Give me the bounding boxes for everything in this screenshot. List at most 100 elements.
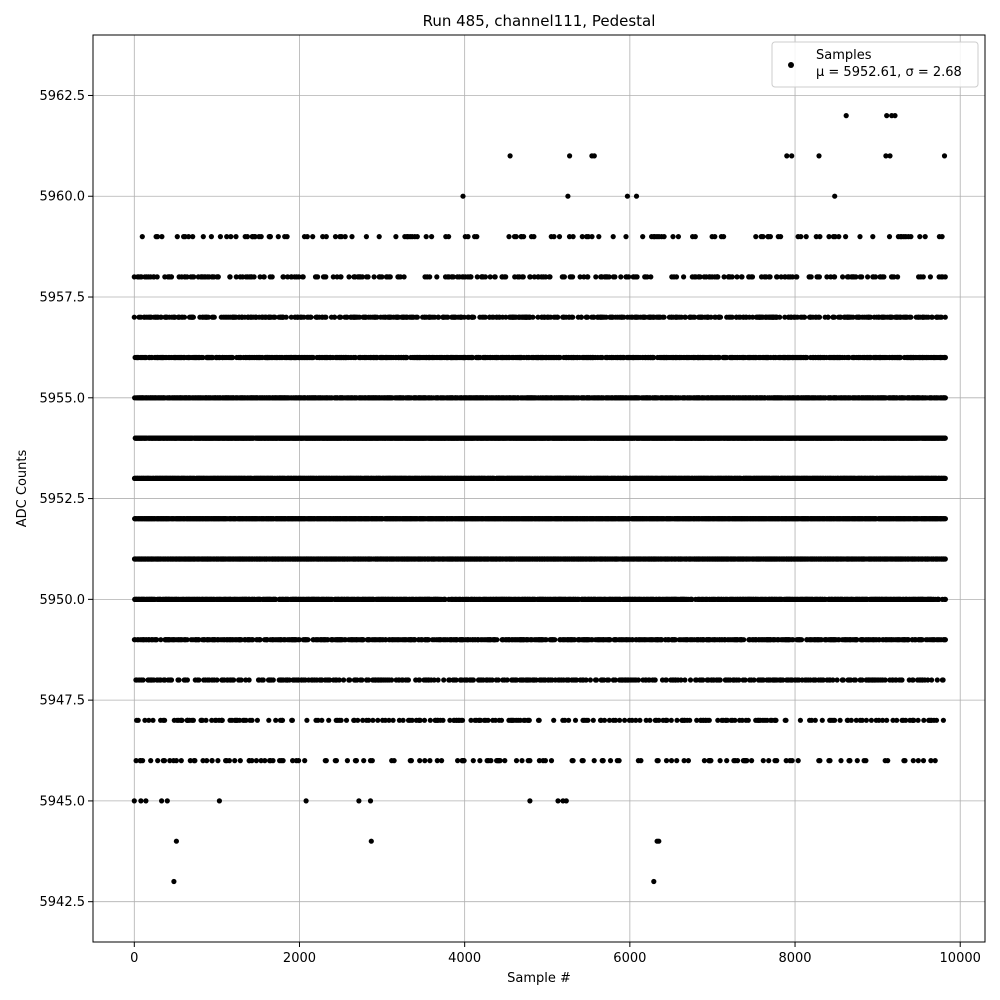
data-point (302, 758, 308, 764)
data-point (269, 274, 275, 280)
data-point (131, 314, 137, 320)
data-point (184, 274, 190, 280)
data-point (289, 717, 295, 723)
data-point (365, 274, 371, 280)
data-point (319, 717, 325, 723)
data-point (341, 677, 347, 683)
data-point (249, 717, 255, 723)
data-point (371, 274, 377, 280)
data-point (140, 677, 146, 683)
data-point (200, 758, 206, 764)
data-point (305, 637, 311, 643)
data-point (205, 314, 212, 320)
data-point (158, 314, 164, 320)
data-point (310, 234, 316, 240)
data-point (184, 677, 190, 683)
data-point (296, 758, 302, 764)
data-point (468, 274, 474, 280)
data-point (347, 677, 353, 683)
data-point (266, 717, 272, 723)
data-point (344, 758, 350, 764)
data-point (300, 274, 306, 280)
data-point (232, 758, 238, 764)
data-point (474, 234, 480, 240)
data-point (323, 314, 329, 320)
data-point (387, 274, 393, 280)
data-point (179, 717, 185, 723)
data-point (471, 314, 477, 320)
data-point (133, 758, 139, 764)
data-point (279, 717, 286, 723)
data-point (422, 758, 428, 764)
data-point (355, 717, 361, 723)
data-point (178, 758, 184, 764)
data-point (211, 314, 217, 320)
data-point (168, 677, 175, 683)
data-point (184, 637, 190, 643)
data-point (363, 234, 369, 240)
data-points (131, 113, 949, 885)
data-point (427, 274, 433, 280)
data-point (414, 314, 420, 320)
data-point (191, 274, 197, 280)
data-point (167, 758, 173, 764)
data-point (332, 314, 338, 320)
data-point (154, 234, 161, 240)
data-point (353, 758, 359, 764)
data-point (262, 758, 268, 764)
data-point (273, 717, 279, 723)
data-point (343, 717, 350, 723)
data-point (260, 677, 266, 683)
data-point (446, 234, 452, 240)
data-point (275, 234, 281, 240)
data-point (370, 717, 376, 723)
data-point (190, 234, 196, 240)
data-point (369, 758, 375, 764)
data-point (427, 717, 433, 723)
data-point (140, 758, 146, 764)
data-point (246, 677, 252, 683)
data-point (181, 314, 188, 320)
data-point (204, 758, 210, 764)
data-point (173, 758, 179, 764)
data-point (155, 758, 161, 764)
data-point (209, 758, 215, 764)
data-point (192, 758, 198, 764)
data-point (470, 758, 476, 764)
data-point (315, 274, 321, 280)
data-point (139, 234, 145, 240)
data-point (349, 234, 355, 240)
data-point (254, 717, 260, 723)
data-point (200, 354, 206, 361)
data-point (200, 234, 206, 240)
data-point (323, 274, 329, 280)
data-point (304, 717, 310, 723)
data-point (461, 758, 467, 764)
data-point (261, 274, 267, 280)
data-point (414, 234, 420, 240)
data-point (154, 274, 160, 280)
data-point (459, 717, 466, 723)
data-point (267, 234, 273, 240)
data-point (389, 677, 395, 683)
data-point (421, 717, 428, 723)
data-point (390, 717, 396, 723)
data-point (253, 758, 259, 764)
data-point (423, 234, 429, 240)
data-point (233, 234, 239, 240)
data-point (190, 314, 196, 320)
data-point (401, 274, 407, 280)
data-point (159, 234, 165, 240)
data-point (405, 677, 411, 683)
data-point (208, 234, 214, 240)
data-point (227, 274, 233, 280)
data-point (148, 758, 154, 764)
data-point (231, 677, 237, 683)
data-point (176, 677, 182, 683)
data-point (219, 717, 225, 723)
data-point (338, 274, 344, 280)
data-point (408, 758, 414, 764)
data-point (214, 677, 220, 683)
data-point (142, 717, 148, 723)
data-point (359, 677, 365, 683)
